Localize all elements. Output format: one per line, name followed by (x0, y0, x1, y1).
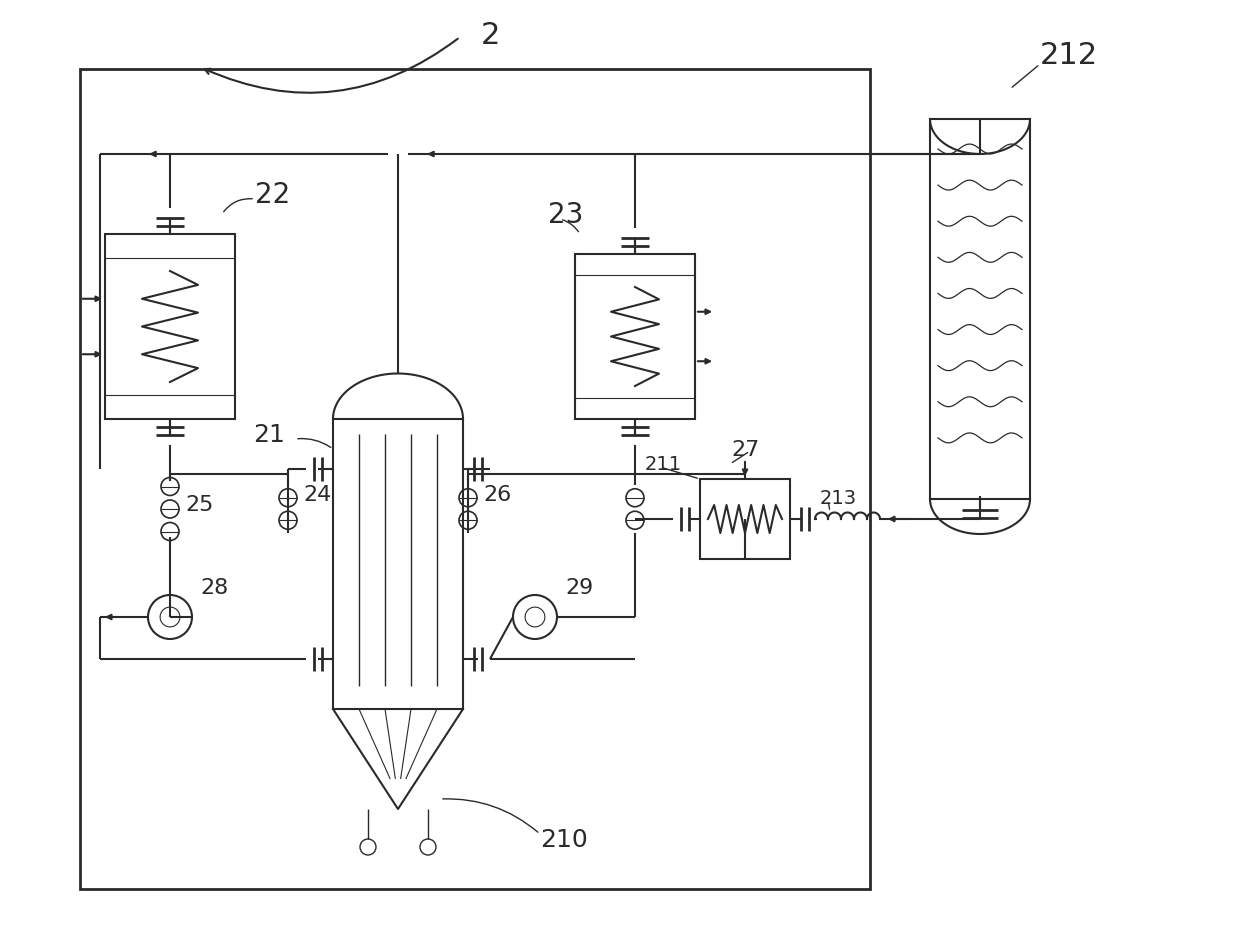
Text: 26: 26 (484, 484, 511, 504)
Text: 27: 27 (730, 440, 759, 460)
Bar (575, 255, 694, 419)
Bar (701, 480, 790, 560)
Bar (81, 70, 870, 889)
Text: 29: 29 (565, 578, 593, 598)
Text: 212: 212 (1040, 41, 1099, 70)
Bar (930, 120, 1030, 499)
Text: 22: 22 (255, 181, 290, 209)
Text: 21: 21 (253, 423, 285, 447)
Text: 210: 210 (539, 827, 588, 851)
Text: 24: 24 (303, 484, 331, 504)
Text: 211: 211 (645, 455, 682, 474)
Bar (334, 419, 463, 709)
Text: 2: 2 (480, 21, 500, 49)
Text: 23: 23 (548, 201, 583, 228)
Bar (105, 235, 236, 419)
Text: 25: 25 (185, 495, 213, 514)
Text: 28: 28 (200, 578, 228, 598)
Text: 213: 213 (820, 488, 857, 507)
